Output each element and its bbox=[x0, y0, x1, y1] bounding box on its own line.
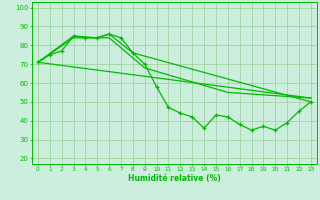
X-axis label: Humidité relative (%): Humidité relative (%) bbox=[128, 174, 221, 183]
